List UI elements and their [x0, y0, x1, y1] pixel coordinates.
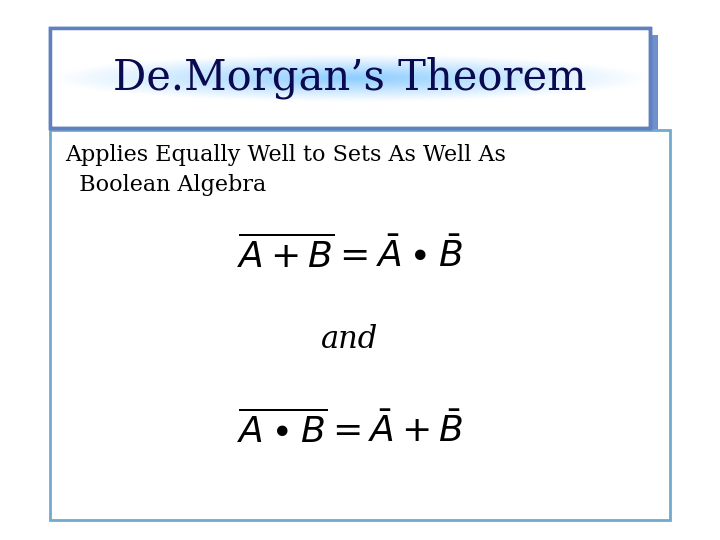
- Bar: [50, 28, 650, 128]
- Text: $\overline{A \bullet B} = \bar{A}+\bar{B}$: $\overline{A \bullet B} = \bar{A}+\bar{B…: [237, 410, 463, 450]
- Bar: [58, 35, 658, 135]
- Text: and: and: [321, 325, 379, 355]
- Text: Applies Equally Well to Sets As Well As: Applies Equally Well to Sets As Well As: [65, 144, 506, 166]
- Text: $\overline{A+B} = \bar{A} \bullet \bar{B}$: $\overline{A+B} = \bar{A} \bullet \bar{B…: [237, 235, 463, 275]
- Bar: [50, 28, 650, 128]
- Bar: [50, 130, 670, 520]
- Text: De.Morgan’s Theorem: De.Morgan’s Theorem: [113, 57, 587, 99]
- Text: Boolean Algebra: Boolean Algebra: [65, 174, 266, 196]
